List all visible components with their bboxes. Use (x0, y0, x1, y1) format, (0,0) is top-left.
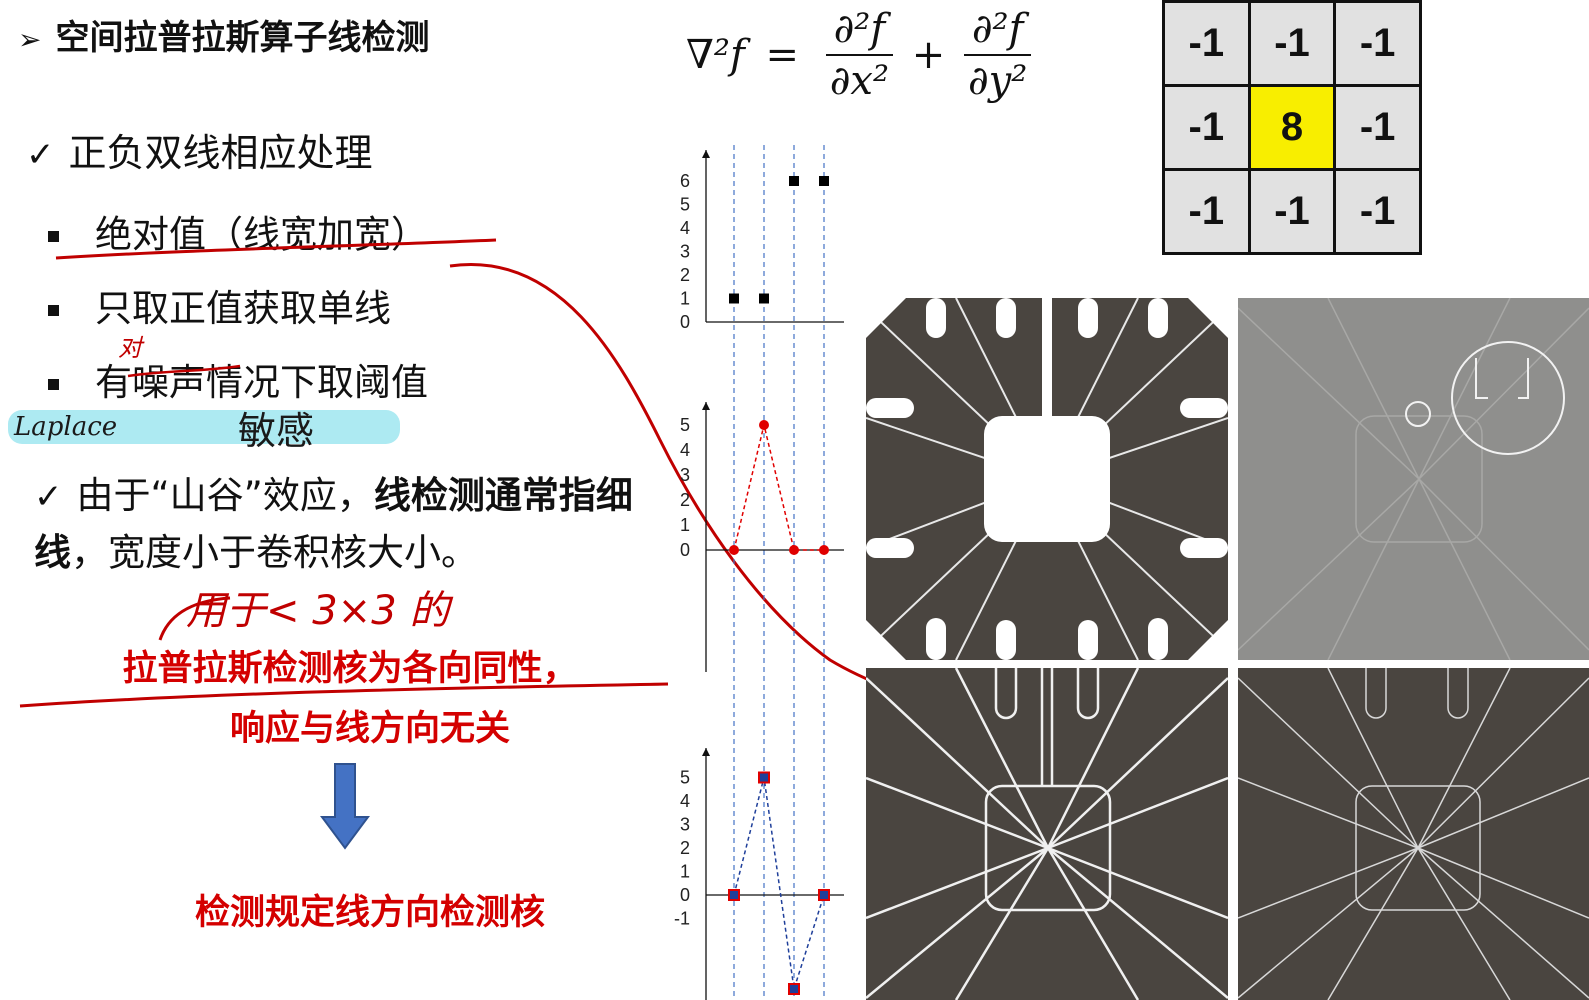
y-tick-label: 1 (680, 289, 690, 309)
checkmark-icon: ✓ (34, 477, 63, 517)
arrow-bullet-icon: ➢ (18, 23, 42, 56)
bullet-3: 有噪声情况下取阈值 (48, 352, 428, 406)
y-tick-label: 5 (680, 415, 690, 435)
kernel-cell: -1 (1250, 171, 1334, 252)
series-line (733, 424, 824, 551)
laplacian-kernel: -1 -1 -1 -1 8 -1 -1 -1 -1 (1162, 0, 1422, 255)
point-2: ✓ 由于“山谷”效应，线检测通常指细线，宽度小于卷积核大小。 (34, 474, 633, 574)
kernel-cell: -1 (1336, 3, 1419, 84)
data-point (789, 545, 799, 555)
data-point (818, 889, 830, 901)
formula-equals: = (765, 32, 800, 78)
y-tick-label: 2 (680, 838, 690, 858)
square-bullet-icon (48, 305, 59, 316)
y-tick-label: 3 (680, 815, 690, 835)
y-tick-label: 1 (680, 515, 690, 535)
laplacian-response-image (1238, 298, 1589, 660)
bullet-2: 只取正值获取单线 (48, 278, 391, 332)
bullet-1: 绝对值（线宽加宽） (48, 204, 428, 258)
series-line (733, 777, 825, 990)
y-tick-label: 2 (680, 265, 690, 285)
data-point (788, 983, 800, 995)
y-tick-label: 5 (680, 768, 690, 788)
y-tick-label: 3 (680, 242, 690, 262)
y-tick-label: 4 (680, 218, 690, 238)
data-point (758, 771, 770, 784)
fraction-x-denominator: ∂x² (829, 58, 890, 104)
note-laplace: Laplace (14, 412, 118, 442)
point-1: ✓ 正负双线相应处理 (26, 131, 373, 175)
kernel-cell: -1 (1336, 87, 1419, 168)
fraction-y-numerator: ∂²f (963, 6, 1032, 56)
down-arrow-icon (320, 763, 370, 850)
note-yongyu: 用于< 3×3 的 (186, 588, 450, 634)
y-axis-arrow-icon (702, 402, 710, 410)
kernel-cell: -1 (1250, 3, 1334, 84)
formula-plus: + (911, 32, 946, 78)
y-tick-label: 5 (680, 195, 690, 215)
kernel-cell: -1 (1165, 87, 1248, 168)
y-tick-label: 4 (680, 440, 690, 460)
data-point (728, 889, 740, 901)
conclusion: 检测规定线方向检测核 (194, 893, 545, 933)
y-tick-label: -1 (674, 909, 690, 929)
y-axis-arrow-icon (702, 748, 710, 756)
red-line-2: 响应与线方向无关 (229, 709, 510, 749)
y-tick-label: 6 (680, 171, 690, 191)
y-tick-label: 0 (680, 885, 690, 905)
square-bullet-icon (48, 231, 59, 242)
data-point (819, 545, 829, 555)
data-point (759, 420, 769, 430)
absolute-value-image (866, 668, 1228, 1000)
data-point (819, 176, 829, 186)
original-chip-image (866, 298, 1228, 660)
square-bullet-icon (48, 379, 59, 390)
y-tick-label: 4 (680, 791, 690, 811)
note-dui: 对 (118, 334, 142, 362)
y-tick-label: 3 (680, 465, 690, 485)
cyan-highlight (8, 410, 400, 444)
y-axis-arrow-icon (702, 150, 710, 158)
data-point (759, 293, 769, 304)
kernel-cell: -1 (1165, 171, 1248, 252)
fraction-x: ∂²f ∂x² (825, 6, 894, 104)
y-tick-label: 2 (680, 490, 690, 510)
fraction-y: ∂²f ∂y² (963, 6, 1032, 104)
fraction-x-numerator: ∂²f (825, 6, 894, 56)
slide-title: ➢ 空间拉普拉斯算子线检测 (18, 18, 430, 58)
kernel-center-cell: 8 (1250, 87, 1334, 168)
red-line-1: 拉普拉斯检测核为各向同性， (122, 649, 578, 689)
kernel-cell: -1 (1165, 3, 1248, 84)
data-point (729, 293, 739, 304)
data-point (789, 176, 799, 186)
data-point (729, 545, 739, 555)
checkmark-icon: ✓ (26, 135, 55, 175)
kernel-cell: -1 (1336, 171, 1419, 252)
y-tick-label: 1 (680, 862, 690, 882)
profile-plots: 0 1 2 3 4 5 6 0 1 2 3 4 5 -1 0 1 2 3 4 5 (674, 145, 844, 1000)
fraction-y-denominator: ∂y² (967, 58, 1028, 104)
laplacian-formula: ∇²f = ∂²f ∂x² + ∂²f ∂y² (686, 6, 1037, 104)
positive-value-image (1238, 668, 1589, 1000)
note-minggan: 敏感 (238, 409, 315, 453)
formula-lhs: ∇²f (686, 32, 745, 78)
y-tick-label: 0 (680, 312, 690, 332)
y-tick-label: 0 (680, 540, 690, 560)
